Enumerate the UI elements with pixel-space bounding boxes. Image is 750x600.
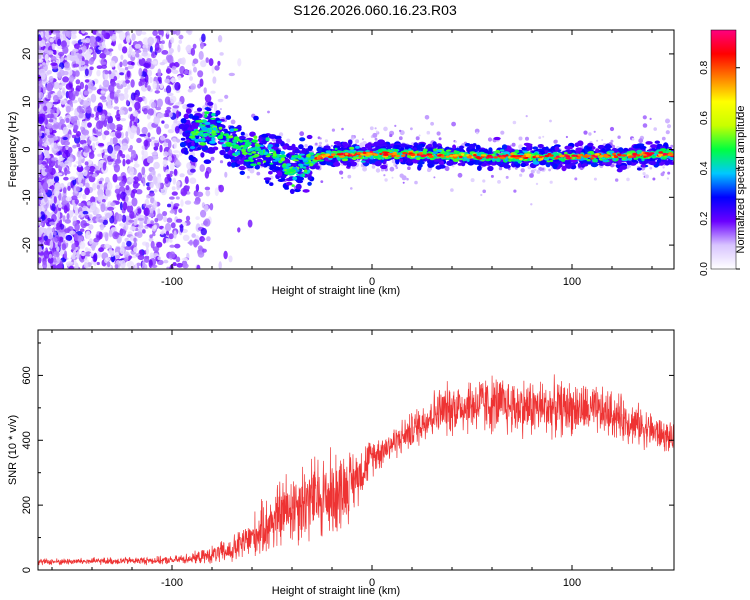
snr-x-tick-label: 0 xyxy=(369,577,375,589)
spectrogram-y-tick-label: 0 xyxy=(21,146,33,152)
spectrogram-y-tick-label: -10 xyxy=(21,189,33,205)
spectrogram-x-tick-label: 0 xyxy=(369,276,375,288)
spectrogram-x-tick-label: -100 xyxy=(161,276,183,288)
snr-x-axis-label: Height of straight line (km) xyxy=(272,585,400,597)
snr-x-tick-label: 100 xyxy=(563,577,581,589)
spectrogram-y-axis-label: Frequency (Hz) xyxy=(7,112,19,188)
chart-title: S126.2026.060.16.23.R03 xyxy=(293,2,457,18)
colorbar-tick-label: 0.0 xyxy=(699,262,710,276)
colorbar-tick-label: 0.8 xyxy=(699,60,710,74)
snr-series-line xyxy=(38,374,674,566)
spectrogram-y-tick-label: 20 xyxy=(21,48,33,60)
snr-y-tick-label: 400 xyxy=(21,431,33,449)
snr-plot-area xyxy=(38,374,674,566)
colorbar-label: Normalized spectral amplitude xyxy=(735,106,747,254)
spectrogram-x-axis-label: Height of straight line (km) xyxy=(272,285,400,297)
spectrogram-y-tick-label: 10 xyxy=(21,96,33,108)
snr-y-tick-label: 200 xyxy=(21,496,33,514)
snr-x-tick-label: -100 xyxy=(161,577,183,589)
snr-y-axis-label: SNR (10 * v/v) xyxy=(7,415,19,485)
colorbar xyxy=(710,29,737,270)
snr-y-tick-label: 600 xyxy=(21,366,33,384)
spectrogram-plot-area xyxy=(38,30,674,269)
colorbar-tick-label: 0.6 xyxy=(699,111,710,125)
snr-y-tick-label: 0 xyxy=(21,567,33,573)
snr-frame xyxy=(37,329,675,571)
spectrogram-y-tick-label: -20 xyxy=(21,237,33,253)
spectrogram-x-tick-label: 100 xyxy=(563,276,581,288)
colorbar-tick-label: 0.4 xyxy=(699,161,710,175)
colorbar-tick-label: 0.2 xyxy=(699,211,710,225)
